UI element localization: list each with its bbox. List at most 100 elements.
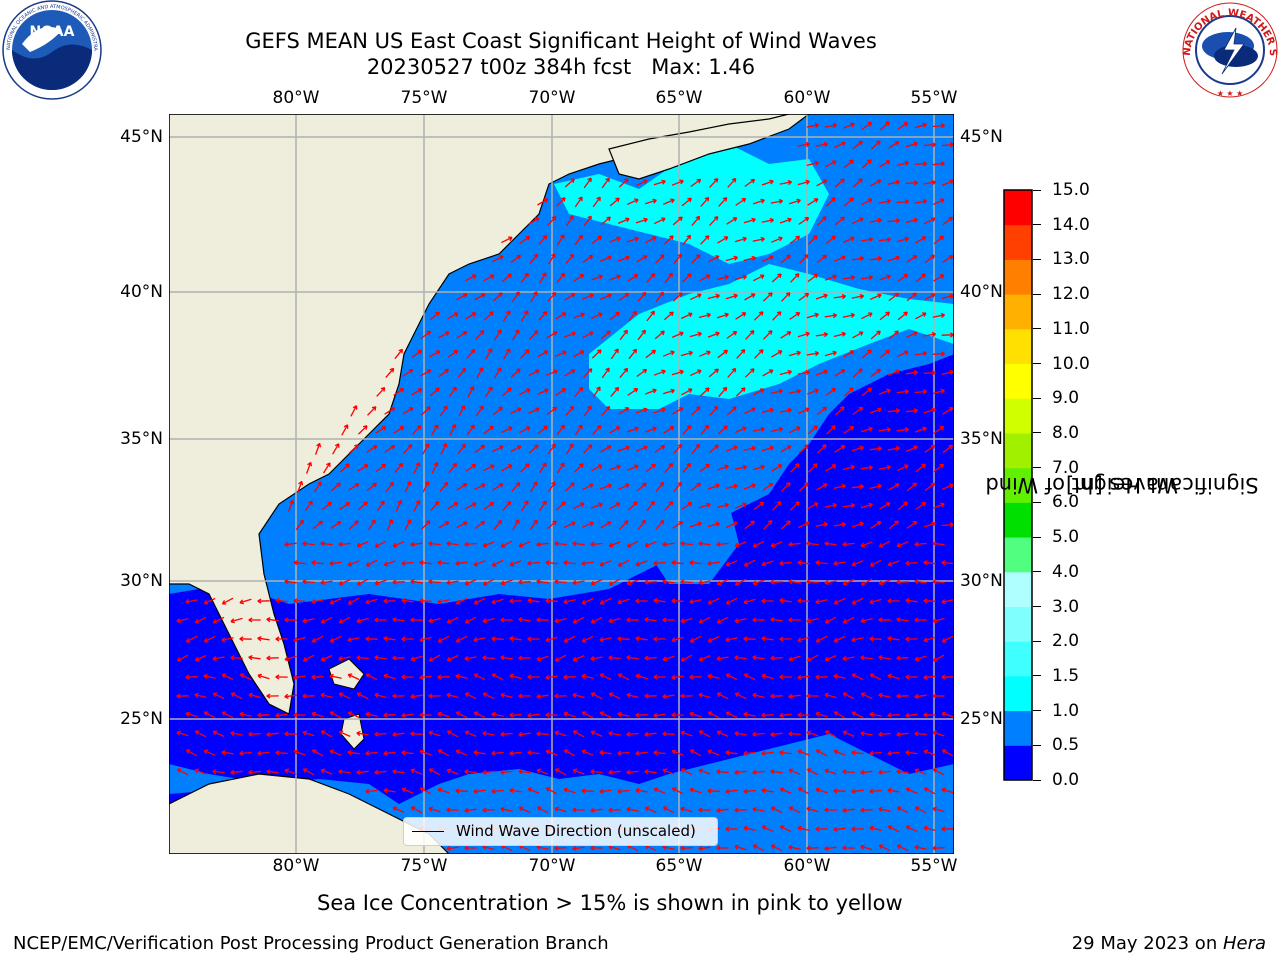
- wave-arrow: [473, 637, 486, 643]
- wave-arrow: [797, 749, 810, 756]
- wave-arrow: [545, 787, 558, 795]
- wave-arrow: [725, 711, 738, 719]
- wave-arrow: [376, 386, 386, 397]
- wave-arrow: [825, 160, 837, 168]
- lat-label-left-30: 30°N: [120, 571, 163, 591]
- wave-arrow: [743, 217, 756, 224]
- wave-arrow: [545, 369, 558, 376]
- wave-arrow: [617, 255, 630, 262]
- wave-arrow: [475, 405, 484, 417]
- wave-arrow: [474, 520, 486, 530]
- wave-arrow: [699, 387, 710, 397]
- wave-arrow: [709, 177, 719, 188]
- wave-arrow: [896, 199, 910, 205]
- wave-arrow: [833, 483, 846, 490]
- wave-arrow: [455, 711, 468, 719]
- wave-arrow: [842, 503, 856, 509]
- wave-arrow: [437, 749, 450, 757]
- wave-arrow: [825, 425, 836, 435]
- wave-arrow: [743, 673, 756, 681]
- wave-arrow: [494, 329, 502, 341]
- wave-arrow: [905, 750, 918, 756]
- wave-arrow: [887, 712, 900, 718]
- wave-arrow: [411, 349, 423, 359]
- wave-arrow: [734, 236, 747, 243]
- wave-arrow: [699, 274, 711, 282]
- wave-arrow: [573, 273, 585, 282]
- wave-arrow: [392, 617, 405, 623]
- wave-arrow: [203, 597, 216, 605]
- wave-arrow: [690, 482, 702, 492]
- wave-arrow: [608, 236, 621, 243]
- wave-arrow: [376, 500, 385, 512]
- wave-arrow: [447, 312, 459, 320]
- wave-arrow: [617, 711, 630, 717]
- wave-arrow: [682, 462, 692, 474]
- wave-arrow: [203, 711, 216, 719]
- wave-arrow: [915, 501, 927, 511]
- wave-arrow: [366, 482, 378, 492]
- wave-arrow: [555, 312, 567, 320]
- wave-arrow: [644, 693, 657, 699]
- wave-arrow: [734, 541, 747, 548]
- wave-arrow: [590, 845, 603, 851]
- wave-arrow: [716, 807, 729, 813]
- wave-arrow: [815, 826, 828, 832]
- wave-arrow: [672, 407, 684, 415]
- wave-arrow: [293, 636, 306, 643]
- wave-arrow: [440, 443, 448, 455]
- colorbar-band-6: [1004, 537, 1032, 573]
- wave-arrow: [761, 445, 774, 452]
- wave-arrow: [501, 464, 513, 472]
- wave-arrow: [752, 731, 765, 737]
- wave-arrow: [815, 674, 828, 680]
- wave-arrow: [752, 617, 765, 623]
- wave-arrow: [698, 692, 711, 699]
- wave-arrow: [645, 349, 657, 359]
- wave-arrow: [933, 198, 945, 206]
- wave-arrow: [545, 674, 558, 680]
- wave-arrow: [287, 499, 295, 512]
- colorbar-band-8: [1004, 467, 1032, 503]
- wave-arrow: [707, 749, 720, 756]
- wave-arrow: [311, 749, 324, 757]
- wave-arrow: [635, 673, 648, 680]
- wave-arrow: [511, 291, 520, 303]
- wave-arrow: [275, 598, 288, 604]
- wave-arrow: [564, 293, 576, 301]
- wave-arrow: [644, 579, 657, 585]
- wave-arrow: [338, 541, 351, 547]
- wave-arrow: [833, 141, 846, 149]
- wave-arrow: [718, 386, 728, 398]
- wave-arrow: [897, 311, 908, 321]
- wave-arrow: [491, 598, 504, 605]
- wave-arrow: [365, 636, 378, 642]
- wave-arrow: [446, 541, 459, 547]
- wave-arrow: [601, 405, 611, 416]
- wave-arrow: [473, 597, 486, 605]
- wave-arrow: [554, 350, 567, 357]
- wave-arrow: [482, 769, 495, 775]
- wave-arrow: [320, 768, 333, 775]
- footer-right: 29 May 2023 on Hera: [1072, 933, 1266, 954]
- wave-arrow: [698, 312, 711, 319]
- wave-arrow: [664, 462, 674, 474]
- wave-arrow: [410, 655, 423, 662]
- wave-arrow: [365, 711, 378, 717]
- wave-arrow: [761, 598, 774, 604]
- wave-arrow: [546, 331, 558, 339]
- wave-arrow: [744, 407, 756, 415]
- wave-arrow: [709, 215, 719, 226]
- wave-arrow: [600, 521, 612, 529]
- wave-arrow: [383, 598, 396, 604]
- wave-arrow: [790, 273, 800, 283]
- wave-arrow: [797, 331, 810, 338]
- wave-arrow: [763, 519, 773, 530]
- wave-arrow: [410, 617, 423, 623]
- wave-arrow: [681, 388, 693, 396]
- wave-arrow: [761, 712, 774, 718]
- lat-label-right-35: 35°N: [960, 429, 1003, 449]
- wave-arrow: [402, 407, 414, 415]
- wave-arrow: [275, 636, 288, 642]
- wave-arrow: [743, 598, 756, 605]
